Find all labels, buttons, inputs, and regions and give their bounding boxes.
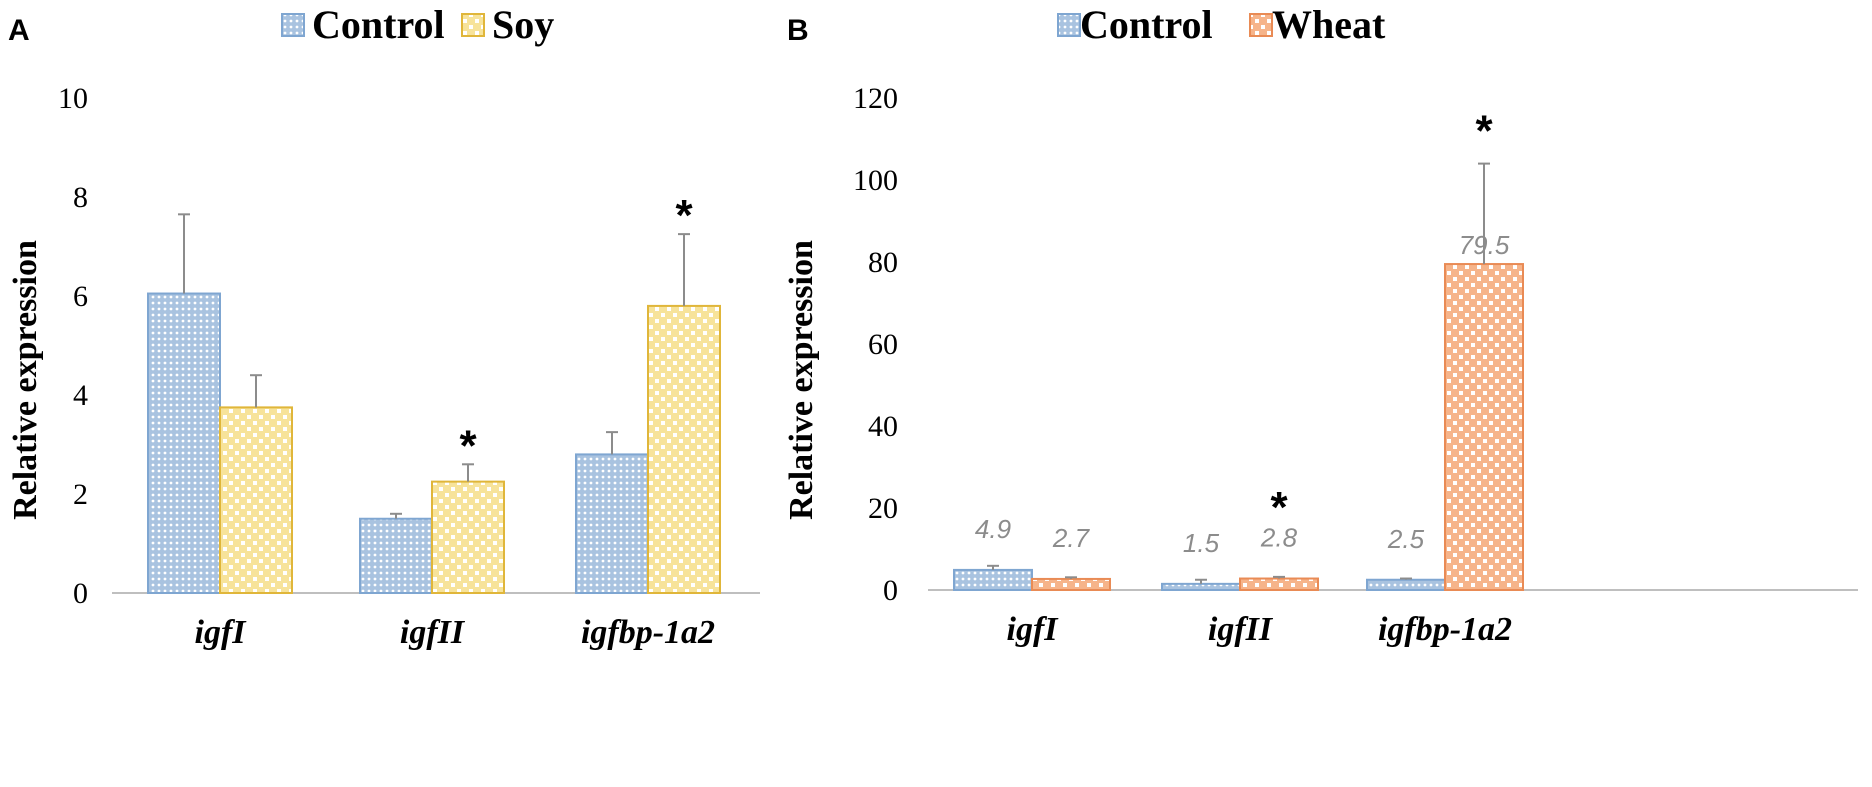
- panel-b-data-label-wheat-igfi: 2.7: [1052, 523, 1091, 553]
- panel-a-bar-soy-igfi: [219, 406, 293, 594]
- panel-a-bar-control-igfii: [359, 517, 433, 594]
- panel-b-bar-control-igfi: [953, 568, 1033, 591]
- panel-b-letter: B: [787, 14, 809, 47]
- panel-a-y-axis-title: Relative expression: [7, 240, 44, 520]
- panel-a-category-label-igfbp-1a2: igfbp-1a2: [581, 614, 715, 651]
- panel-b-y-tick-label: 0: [883, 574, 898, 607]
- panel-a-category-label-igfi: igfI: [195, 614, 248, 651]
- panel-b-significance-star-igfbp-1a2: *: [1475, 107, 1493, 156]
- panel-b-legend-swatch-control: [1057, 13, 1081, 37]
- panel-a-letter: A: [8, 14, 30, 47]
- panel-b-category-label-igfbp-1a2: igfbp-1a2: [1378, 611, 1512, 648]
- panel-b-bar-wheat-igfbp-1a2: [1444, 263, 1524, 591]
- panel-a-bar-control-igfbp-1a2: [575, 453, 649, 594]
- panel-b-y-tick-label: 60: [868, 328, 898, 361]
- panel-a-legend-label-control: Control: [312, 2, 445, 47]
- panel-b-bar-wheat-igfi: [1031, 577, 1111, 591]
- panel-b-category-label-igfii: igfII: [1208, 611, 1274, 648]
- panel-a-bar-soy-igfbp-1a2: [647, 304, 721, 594]
- panel-b-legend-label-control: Control: [1080, 2, 1213, 47]
- panel-a-y-tick-label: 4: [73, 379, 88, 412]
- panel-b-bar-control-igfbp-1a2: [1366, 578, 1446, 591]
- panel-b-legend-swatch-wheat: [1249, 13, 1273, 37]
- panel-a-legend-swatch-soy: [461, 13, 485, 37]
- panel-b-data-label-control-igfii: 1.5: [1183, 528, 1220, 558]
- panel-a-significance-star-igfbp-1a2: *: [675, 191, 693, 240]
- panel-b-y-tick-label: 80: [868, 246, 898, 279]
- panel-b-y-tick-label: 120: [853, 82, 898, 115]
- panel-b-y-tick-label: 20: [868, 492, 898, 525]
- panel-a-significance-star-igfii: *: [459, 421, 477, 470]
- panel-b-legend-label-wheat: Wheat: [1272, 2, 1386, 47]
- panel-b-data-label-wheat-igfbp-1a2: 79.5: [1459, 230, 1510, 260]
- panel-b-bar-wheat-igfii: [1239, 577, 1319, 592]
- panel-a-category-label-igfii: igfII: [400, 614, 466, 651]
- panel-b-bar-control-igfii: [1161, 582, 1241, 591]
- panel-a-legend-label-soy: Soy: [492, 2, 554, 47]
- panel-a-y-tick-label: 0: [73, 577, 88, 610]
- panel-b-data-label-control-igfbp-1a2: 2.5: [1387, 524, 1425, 554]
- panel-b-y-axis-title: Relative expression: [783, 240, 820, 520]
- panel-a-y-tick-label: 6: [73, 280, 88, 313]
- panel-a-bar-soy-igfii: [431, 480, 505, 594]
- panel-b-y-tick-label: 40: [868, 410, 898, 443]
- panel-b-data-label-wheat-igfii: 2.8: [1260, 523, 1298, 553]
- panel-a-legend-swatch-control: [281, 13, 305, 37]
- panel-a-bar-control-igfi: [147, 292, 221, 594]
- panel-b-significance-star-igfii: *: [1270, 483, 1288, 532]
- panel-b-y-tick-label: 100: [853, 164, 898, 197]
- panel-b-data-label-control-igfi: 4.9: [975, 514, 1011, 544]
- panel-a-y-tick-label: 10: [58, 82, 88, 115]
- panel-a-y-tick-label: 2: [73, 478, 88, 511]
- panel-a-y-tick-label: 8: [73, 181, 88, 214]
- panel-b-category-label-igfi: igfI: [1007, 611, 1060, 648]
